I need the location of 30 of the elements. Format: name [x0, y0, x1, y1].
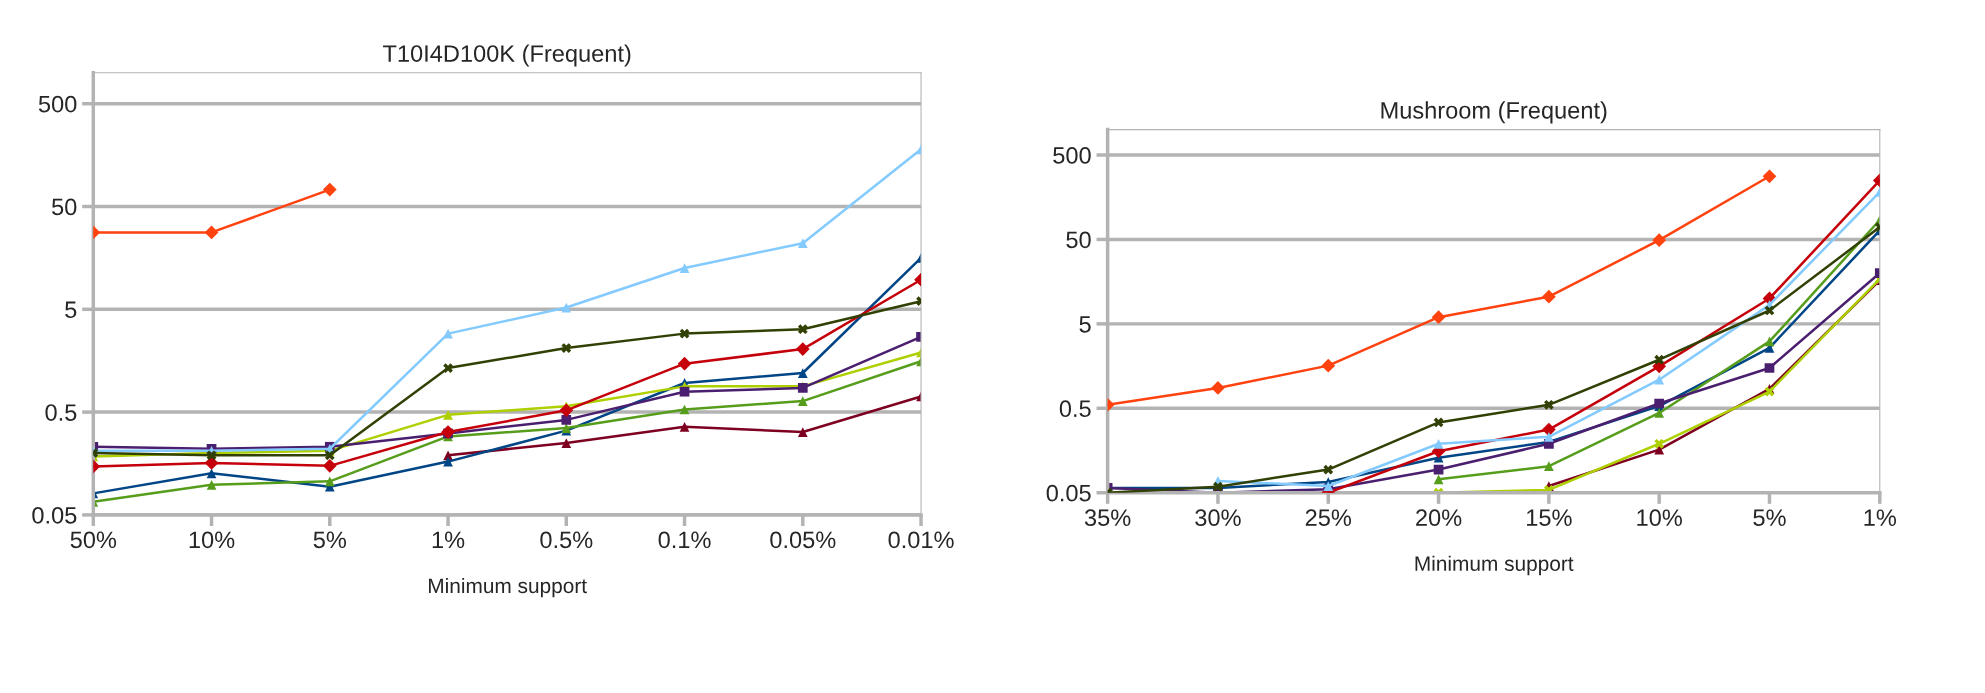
x-tick-label: 0.5% — [540, 531, 593, 549]
x-tick-label: 5% — [313, 531, 347, 549]
x-tick-label: 0.05% — [770, 531, 836, 549]
x-tick-label: 0.1% — [658, 531, 711, 549]
x-tick-label: 25% — [1305, 509, 1352, 527]
chart-title: T10I4D100K (Frequent) — [383, 44, 631, 67]
x-axis-title: Minimum support — [1415, 555, 1574, 576]
x-tick-label: 20% — [1416, 509, 1462, 527]
x-tick-label: 0.01% — [888, 531, 954, 549]
y-tick-label: 50 — [1066, 231, 1091, 249]
y-tick-label: 500 — [38, 95, 77, 113]
y-tick-label: 0.5 — [1059, 400, 1091, 418]
y-tick-label: 5 — [1079, 316, 1091, 333]
y-tick-label: 500 — [1053, 147, 1091, 164]
x-tick-label: 10% — [189, 531, 235, 549]
x-axis-title: Minimum support — [429, 577, 587, 598]
x-tick-label: 15% — [1527, 509, 1572, 527]
x-tick-label: 1% — [1864, 509, 1897, 526]
y-tick-label: 0.05 — [32, 506, 77, 524]
x-tick-label: 10% — [1637, 509, 1682, 527]
x-tick-label: 35% — [1084, 509, 1131, 527]
x-tick-label: 30% — [1195, 509, 1241, 527]
y-tick-label: 50 — [52, 198, 77, 216]
y-tick-label: 0.5 — [45, 404, 77, 421]
x-tick-label: 1% — [432, 531, 465, 549]
y-tick-label: 0.05 — [1046, 484, 1091, 502]
chart-title: Mushroom (Frequent) — [1381, 101, 1607, 124]
y-tick-label: 5 — [65, 301, 77, 319]
x-tick-label: 50% — [70, 531, 117, 549]
x-tick-label: 5% — [1753, 509, 1786, 527]
